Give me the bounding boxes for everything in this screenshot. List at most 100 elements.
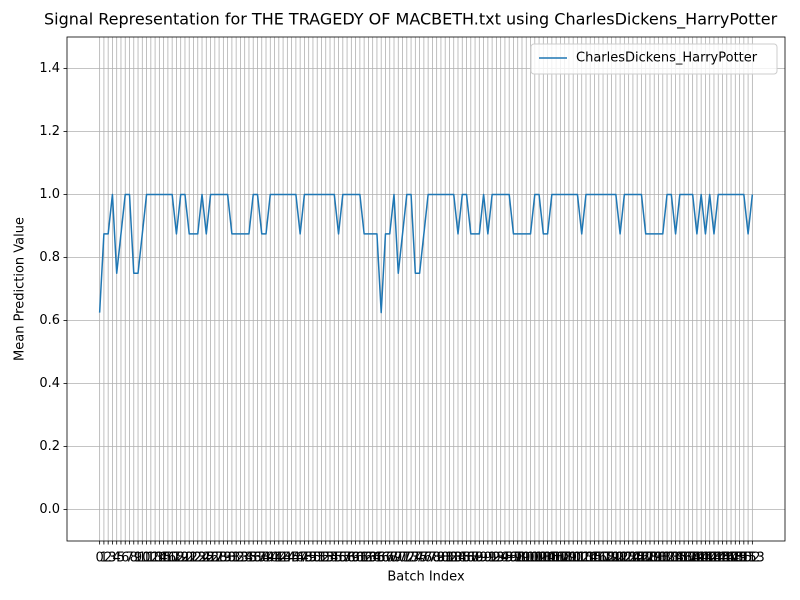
- x-tick-label: 35: [241, 551, 258, 566]
- grid: [63, 37, 785, 545]
- x-tick-label: 11: [138, 551, 155, 566]
- x-tick-label: 32: [228, 551, 245, 566]
- x-tick-label: 144: [702, 551, 727, 566]
- x-tick-label: 58: [339, 551, 356, 566]
- y-tick-label: 1.4: [39, 61, 60, 76]
- x-tick-label: 120: [599, 551, 624, 566]
- axes-frame: [66, 36, 786, 542]
- x-tick-label: 148: [719, 551, 744, 566]
- x-tick-label: 72: [399, 551, 416, 566]
- x-tick-label: 116: [582, 551, 607, 566]
- x-tick-label: 123: [612, 551, 637, 566]
- x-tick-label: 139: [680, 551, 705, 566]
- x-tick-label: 4: [113, 551, 121, 566]
- y-tick-label: 1.2: [39, 124, 60, 139]
- x-tick-label: 25: [198, 551, 215, 566]
- x-tick-label: 138: [676, 551, 701, 566]
- x-tick-label: 54: [322, 551, 339, 566]
- x-tick-label: 145: [706, 551, 731, 566]
- x-tick-label: 69: [386, 551, 403, 566]
- x-tick-label: 107: [544, 551, 569, 566]
- x-tick-label: 142: [693, 551, 718, 566]
- x-tick-label: 41: [266, 551, 283, 566]
- x-tick-label: 73: [403, 551, 420, 566]
- x-tick-label: 86: [458, 551, 475, 566]
- plot: [98, 193, 754, 314]
- x-tick-label: 141: [689, 551, 714, 566]
- x-tick-label: 62: [356, 551, 373, 566]
- x-tick-label: 100: [514, 551, 539, 566]
- x-tick-label: 131: [646, 551, 671, 566]
- x-tick-label: 124: [616, 551, 641, 566]
- x-tick-label: 59: [343, 551, 360, 566]
- x-tick-label: 56: [330, 551, 347, 566]
- y-tick-label: 0.2: [39, 439, 60, 454]
- x-tick-label: 91: [480, 551, 497, 566]
- x-tick-label: 143: [697, 551, 722, 566]
- x-tick-label: 12: [143, 551, 160, 566]
- x-tick-label: 81: [437, 551, 454, 566]
- x-tick-label: 127: [629, 551, 654, 566]
- x-tick-label: 53: [317, 551, 334, 566]
- x-tick-label: 7: [125, 551, 133, 566]
- x-tick-label: 40: [262, 551, 279, 566]
- x-tick-label: 65: [369, 551, 386, 566]
- x-tick-label: 126: [625, 551, 650, 566]
- x-tick-label: 136: [667, 551, 692, 566]
- x-tick-label: 87: [463, 551, 480, 566]
- x-tick-label: 34: [236, 551, 253, 566]
- x-tick-label: 121: [603, 551, 628, 566]
- x-tick-label: 8: [130, 551, 138, 566]
- x-tick-label: 17: [164, 551, 181, 566]
- x-tick-label: 9: [134, 551, 142, 566]
- x-tick-label: 98: [509, 551, 526, 566]
- x-tick-label: 44: [279, 551, 296, 566]
- x-tick-label: 93: [488, 551, 505, 566]
- x-tick-label: 31: [224, 551, 241, 566]
- x-tick-label: 16: [160, 551, 177, 566]
- y-tick-label: 0.4: [39, 376, 60, 391]
- x-tick-label: 134: [659, 551, 684, 566]
- x-tick-label: 26: [202, 551, 219, 566]
- x-tick-label: 129: [638, 551, 663, 566]
- x-tick-label: 47: [292, 551, 309, 566]
- x-tick-label: 111: [561, 551, 586, 566]
- x-tick-label: 102: [522, 551, 547, 566]
- x-tick-label: 46: [288, 551, 305, 566]
- x-tick-label: 43: [275, 551, 292, 566]
- x-tick-label: 51: [309, 551, 326, 566]
- y-axis-label: Mean Prediction Value: [13, 217, 28, 361]
- x-tick-label: 125: [620, 551, 645, 566]
- x-tick-label: 20: [177, 551, 194, 566]
- x-tick-label: 6: [121, 551, 129, 566]
- x-tick-label: 92: [484, 551, 501, 566]
- x-tick-label: 115: [578, 551, 603, 566]
- x-tick-label: 57: [335, 551, 352, 566]
- x-tick-label: 106: [539, 551, 564, 566]
- x-tick-label: 52: [313, 551, 330, 566]
- x-tick-label: 61: [352, 551, 369, 566]
- x-tick-label: 128: [633, 551, 658, 566]
- x-tick-label: 132: [650, 551, 675, 566]
- x-tick-label: 64: [364, 551, 381, 566]
- x-tick-label: 27: [207, 551, 224, 566]
- x-tick-label: 71: [394, 551, 411, 566]
- x-tick-label: 103: [527, 551, 552, 566]
- x-tick-label: 78: [424, 551, 441, 566]
- x-tick-label: 99: [514, 551, 531, 566]
- y-tick-label: 0.0: [39, 502, 60, 517]
- x-tick-label: 82: [441, 551, 458, 566]
- x-tick-label: 85: [454, 551, 471, 566]
- x-tick-label: 30: [219, 551, 236, 566]
- x-tick-label: 149: [723, 551, 748, 566]
- x-tick-label: 117: [586, 551, 611, 566]
- x-tick-label: 147: [714, 551, 739, 566]
- legend: CharlesDickens_HarryPotter: [530, 43, 778, 75]
- x-tick-label: 1: [100, 551, 108, 566]
- x-tick-label: 67: [377, 551, 394, 566]
- x-tick-label: 28: [211, 551, 228, 566]
- x-tick-label: 110: [557, 551, 582, 566]
- x-tick-label: 60: [347, 551, 364, 566]
- x-tick-label: 140: [684, 551, 709, 566]
